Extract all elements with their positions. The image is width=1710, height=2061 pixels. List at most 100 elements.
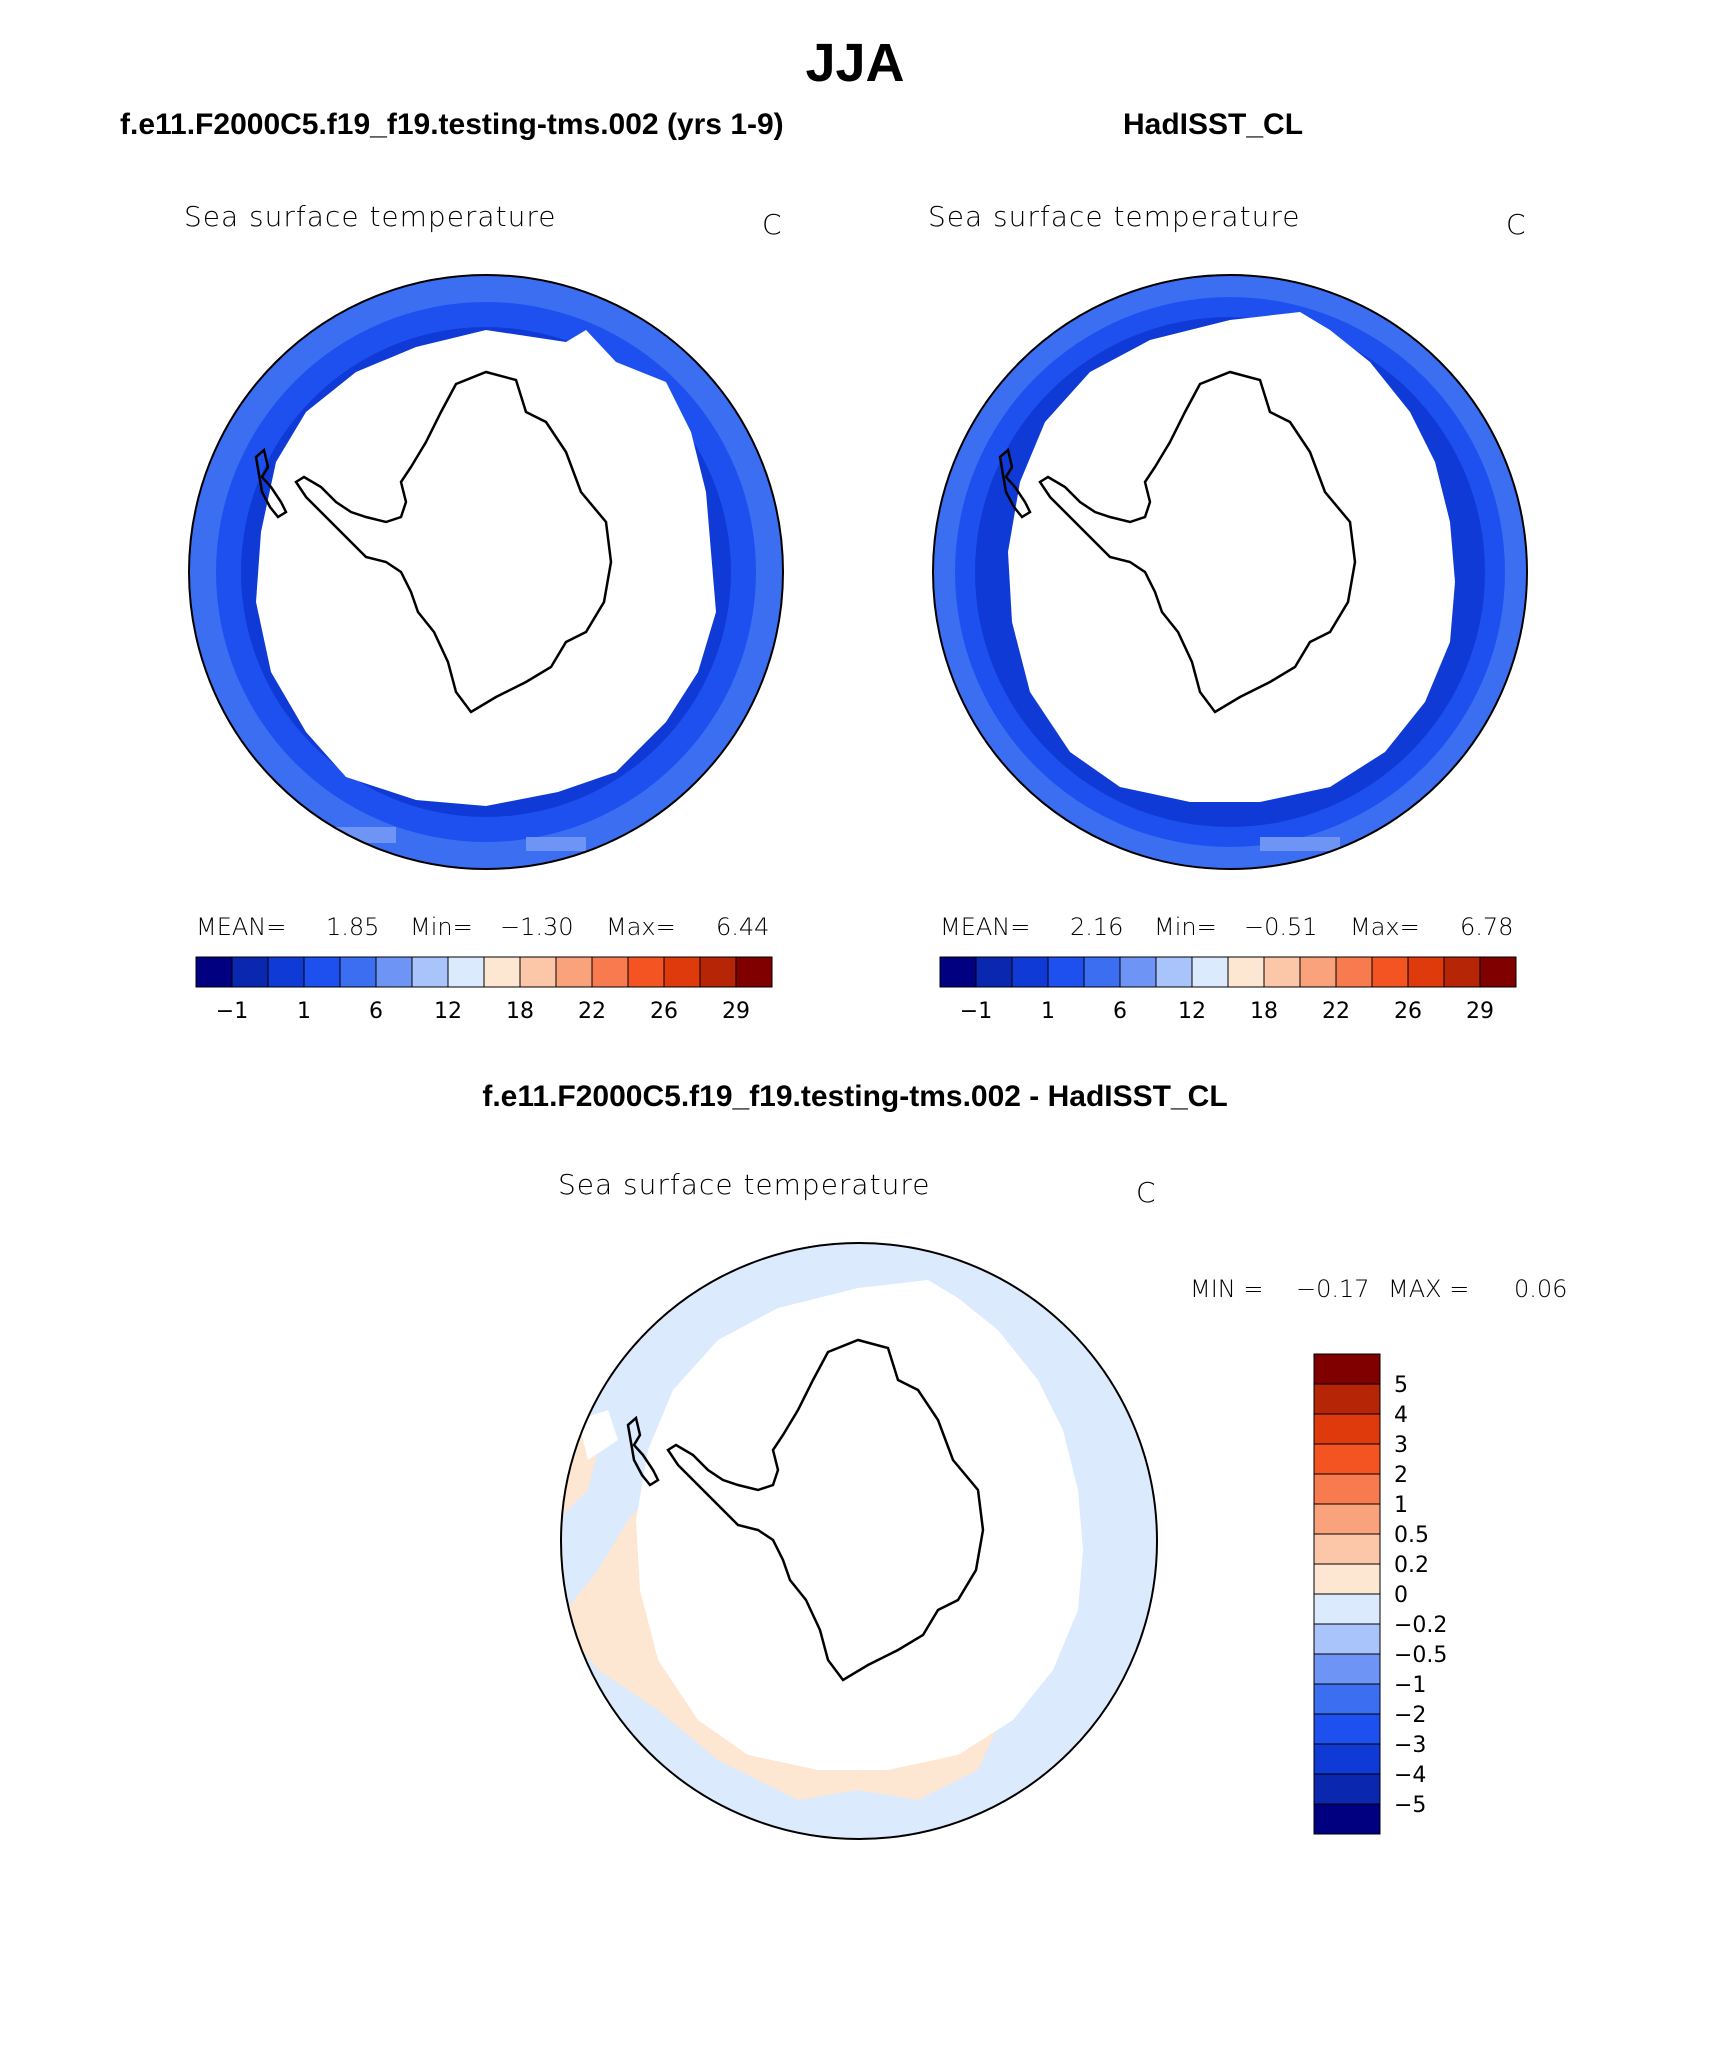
antarctic-peninsula	[998, 447, 1032, 519]
panel-1-min: −1.30	[500, 913, 574, 941]
panel-1-colorbar-tick-label: 12	[434, 999, 462, 1024]
panel-1-colorbar-swatch	[231, 956, 269, 988]
panel-2-colorbar-swatch	[1479, 956, 1517, 988]
diff-max: 0.06	[1514, 1275, 1568, 1303]
panel-1-colorbar-swatch	[411, 956, 449, 988]
panel-2-colorbar-swatch	[1083, 956, 1121, 988]
panel-2-min-label: Min=	[1154, 913, 1217, 941]
panel-2-colorbar-tick-label: 12	[1178, 999, 1206, 1024]
diff-max-label: MAX =	[1388, 1275, 1470, 1303]
panel-2-colorbar-tick-label: 29	[1466, 999, 1494, 1024]
panel-2-colorbar-swatch	[1119, 956, 1157, 988]
panel-2-colorbar-swatch	[975, 956, 1013, 988]
season-title: JJA	[805, 33, 905, 93]
panel-2-colorbar-swatch	[1191, 956, 1229, 988]
antarctica-coastline	[294, 370, 613, 714]
diff-colorbar-swatch	[1313, 1803, 1381, 1835]
panel-1-colorbar-swatch	[267, 956, 305, 988]
diff-colorbar-tick-label: 0	[1394, 1583, 1408, 1608]
panel-1-units: C	[762, 208, 782, 241]
panel-1-colorbar: −1 1 6 12 18 22 26 29	[195, 956, 773, 1024]
panel-2-colorbar-swatch	[1407, 956, 1445, 988]
panel-1-colorbar-swatch	[447, 956, 485, 988]
diff-colorbar-swatch	[1313, 1593, 1381, 1625]
diff-colorbar-swatch	[1313, 1473, 1381, 1505]
diff-min-label: MIN =	[1190, 1275, 1264, 1303]
diff-colorbar: 5 4 3 2 1 0.5 0.2 0 −0.2 −0.5 −1 −2 −3 −4 −5	[1313, 1353, 1447, 1835]
map-boundary	[932, 274, 1528, 870]
panel-1-mean: 1.85	[326, 913, 380, 941]
diff-colorbar-tick-label: 0.5	[1394, 1523, 1429, 1548]
panel-1-colorbar-tick-label: 29	[722, 999, 750, 1024]
antarctic-peninsula	[626, 1415, 660, 1487]
diff-colorbar-swatch	[1313, 1353, 1381, 1385]
diff-min: −0.17	[1296, 1275, 1370, 1303]
diff-variable: Sea surface temperature	[558, 1168, 931, 1201]
diff-colorbar-swatch	[1313, 1683, 1381, 1715]
panel-2-map	[932, 274, 1528, 870]
diff-colorbar-tick-label: 0.2	[1394, 1553, 1429, 1578]
panel-2-max: 6.78	[1460, 913, 1514, 941]
panel-1-colorbar-swatch	[699, 956, 737, 988]
panel-1-header: f.e11.F2000C5.f19_f19.testing-tms.002 (y…	[120, 108, 784, 141]
panel-1-colorbar-swatch	[483, 956, 521, 988]
diff-colorbar-tick-label: 4	[1394, 1403, 1408, 1428]
panel-1-colorbar-swatch	[195, 956, 233, 988]
diff-colorbar-tick-label: −2	[1394, 1703, 1426, 1728]
antarctica-coastline	[1038, 370, 1357, 714]
diff-colorbar-swatch	[1313, 1383, 1381, 1415]
sea-ice-mask	[578, 1410, 618, 1460]
sea-ice-mask	[1008, 312, 1455, 802]
panel-1-colorbar-swatch	[555, 956, 593, 988]
diff-colorbar-swatch	[1313, 1413, 1381, 1445]
panel-2-colorbar-swatch	[939, 956, 977, 988]
warm-patch	[526, 837, 586, 851]
panel-1-colorbar-swatch	[627, 956, 665, 988]
panel-2-colorbar-swatch	[1227, 956, 1265, 988]
panel-2-colorbar-swatch	[1155, 956, 1193, 988]
panel-1-colorbar-tick-label: 1	[297, 999, 311, 1024]
panel-2-colorbar-swatch	[1263, 956, 1301, 988]
sea-ice-mask	[256, 330, 716, 806]
panel-2-max-label: Max=	[1350, 913, 1420, 941]
panel-2-colorbar-swatch	[1299, 956, 1337, 988]
diff-colorbar-swatch	[1313, 1563, 1381, 1595]
panel-2-colorbar-tick-label: 22	[1322, 999, 1350, 1024]
panel-1-colorbar-swatch	[339, 956, 377, 988]
panel-1-colorbar-tick-label: 26	[650, 999, 678, 1024]
panel-2-mean-label: MEAN=	[940, 913, 1031, 941]
antarctica-coastline	[666, 1338, 985, 1682]
panel-1-map	[188, 274, 784, 870]
panel-2-variable: Sea surface temperature	[928, 200, 1301, 233]
panel-2-colorbar: −1 1 6 12 18 22 26 29	[939, 956, 1517, 1024]
panel-2-colorbar-tick-label: 26	[1394, 999, 1422, 1024]
panel-1-colorbar-tick-label: 22	[578, 999, 606, 1024]
warm-patch	[1260, 837, 1340, 851]
diff-colorbar-tick-label: −0.5	[1394, 1643, 1447, 1668]
panel-2-min: −0.51	[1244, 913, 1318, 941]
diff-colorbar-swatch	[1313, 1773, 1381, 1805]
panel-1-colorbar-swatch	[375, 956, 413, 988]
panel-2-colorbar-tick-label: 6	[1113, 999, 1127, 1024]
panel-2-colorbar-tick-label: 1	[1041, 999, 1055, 1024]
diff-colorbar-tick-label: 1	[1394, 1493, 1408, 1518]
panel-1-colorbar-swatch	[735, 956, 773, 988]
diff-units: C	[1136, 1176, 1156, 1209]
panel-2-mean: 2.16	[1070, 913, 1124, 941]
diff-colorbar-tick-label: −4	[1394, 1763, 1426, 1788]
panel-2-colorbar-swatch	[1011, 956, 1049, 988]
panel-2-colorbar-tick-label: −1	[960, 999, 992, 1024]
panel-2-units: C	[1506, 208, 1526, 241]
panel-1-colorbar-swatch	[663, 956, 701, 988]
diff-colorbar-tick-label: −1	[1394, 1673, 1426, 1698]
panel-1-colorbar-tick-label: 18	[506, 999, 534, 1024]
diff-colorbar-swatch	[1313, 1503, 1381, 1535]
diff-map	[560, 1242, 1158, 1840]
antarctic-peninsula	[254, 447, 288, 519]
panel-2-colorbar-tick-label: 18	[1250, 999, 1278, 1024]
diff-colorbar-swatch	[1313, 1443, 1381, 1475]
diff-colorbar-tick-label: 5	[1394, 1373, 1408, 1398]
sea-ice-mask	[636, 1280, 1083, 1770]
panel-1-min-label: Min=	[410, 913, 473, 941]
diff-colorbar-swatch	[1313, 1713, 1381, 1745]
